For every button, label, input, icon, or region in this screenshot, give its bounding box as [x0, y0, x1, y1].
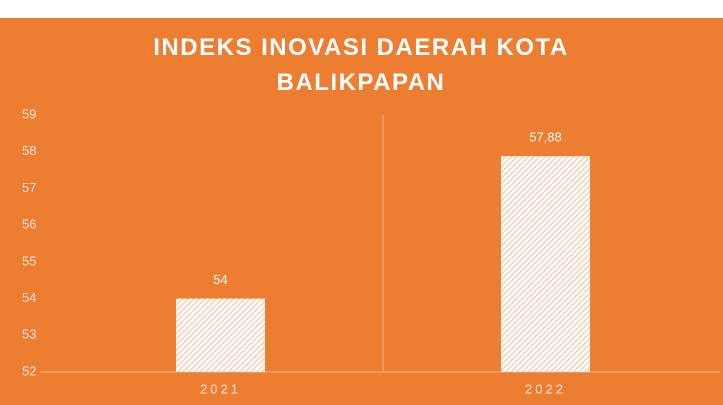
y-tick-label: 59	[22, 106, 36, 121]
y-tick-label: 52	[22, 363, 36, 378]
value-label: 54	[213, 272, 227, 287]
x-tick-label: 2021	[200, 381, 241, 396]
y-tick-label: 55	[22, 253, 36, 268]
chart-title: INDEKS INOVASI DAERAH KOTA BALIKPAPAN	[153, 34, 569, 96]
y-tick-label: 57	[22, 180, 36, 195]
y-tick-label: 56	[22, 217, 36, 232]
x-tick-label: 2022	[525, 381, 566, 396]
y-tick-label: 58	[22, 143, 36, 158]
top-strip	[0, 0, 723, 18]
y-tick-label: 53	[22, 327, 36, 342]
bar	[500, 156, 591, 372]
y-tick-label: 54	[22, 290, 36, 305]
bar	[175, 298, 266, 372]
chart-panel	[0, 18, 723, 405]
value-label: 57,88	[529, 130, 562, 145]
